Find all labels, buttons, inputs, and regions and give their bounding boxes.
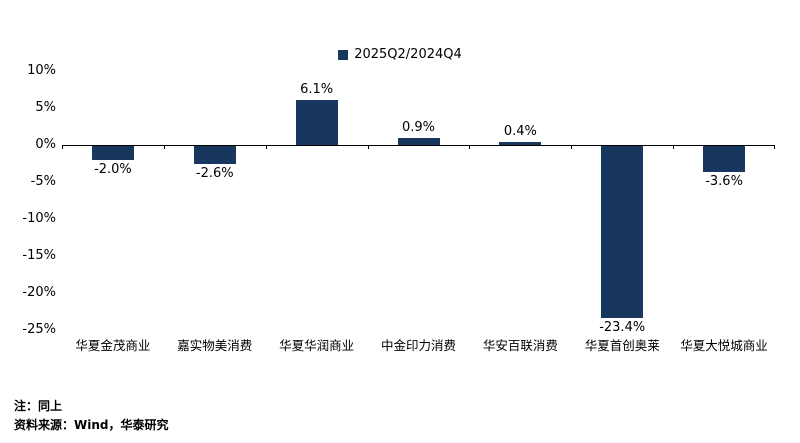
axis-tick-mark <box>774 145 775 149</box>
bar <box>703 146 746 172</box>
bar <box>601 146 644 319</box>
y-axis-tick-label: 5% <box>35 100 56 115</box>
axis-tick-mark <box>469 145 470 149</box>
bar <box>91 146 134 160</box>
zero-axis-line <box>62 144 775 146</box>
note-line: 注：同上 <box>14 399 63 413</box>
bar <box>193 146 236 165</box>
category-label: 嘉实物美消费 <box>177 338 253 353</box>
source-line: 资料来源：Wind，华泰研究 <box>14 418 169 432</box>
legend-swatch <box>338 49 349 60</box>
y-axis-tick-label: -20% <box>22 285 56 300</box>
y-axis-tick-label: 10% <box>27 63 56 78</box>
axis-tick-mark <box>571 145 572 149</box>
axis-tick-mark <box>62 145 63 149</box>
legend-label: 2025Q2/2024Q4 <box>354 47 462 62</box>
bar-value-label: 0.9% <box>401 120 435 136</box>
bar <box>397 138 440 145</box>
y-axis-tick-label: -15% <box>22 248 56 263</box>
category-label: 华夏首创奥莱 <box>584 338 660 353</box>
category-label: 中金印力消费 <box>380 338 456 353</box>
y-axis-tick-label: -25% <box>22 322 56 337</box>
bar-value-label: -3.6% <box>705 173 743 189</box>
bar-value-label: -2.6% <box>195 166 234 182</box>
legend: 2025Q2/2024Q4 <box>0 47 800 62</box>
category-label: 华夏华润商业 <box>279 338 355 353</box>
y-axis-tick-label: 0% <box>35 137 56 152</box>
y-axis-tick-label: -5% <box>30 174 56 189</box>
axis-tick-mark <box>368 145 369 149</box>
axis-tick-mark <box>164 145 165 149</box>
bar <box>499 142 542 145</box>
axis-tick-mark <box>673 145 674 149</box>
category-label: 华安百联消费 <box>482 338 558 353</box>
category-label: 华夏大悦城商业 <box>680 338 768 353</box>
bar-value-label: 6.1% <box>300 81 334 97</box>
y-axis-tick-label: -10% <box>22 211 56 226</box>
axis-tick-mark <box>266 145 267 149</box>
category-label: 华夏金茂商业 <box>75 338 151 353</box>
bar-value-label: -23.4% <box>599 320 646 336</box>
plot-area: -2.0% -2.6% 6.1% 0.9% 0.4% -23.4% -3.6% <box>62 71 775 335</box>
figure-notes: 注：同上 资料来源：Wind，华泰研究 <box>14 397 168 435</box>
bar-value-label: -2.0% <box>94 161 132 177</box>
bar-value-label: 0.4% <box>503 124 537 140</box>
bar <box>295 99 338 145</box>
